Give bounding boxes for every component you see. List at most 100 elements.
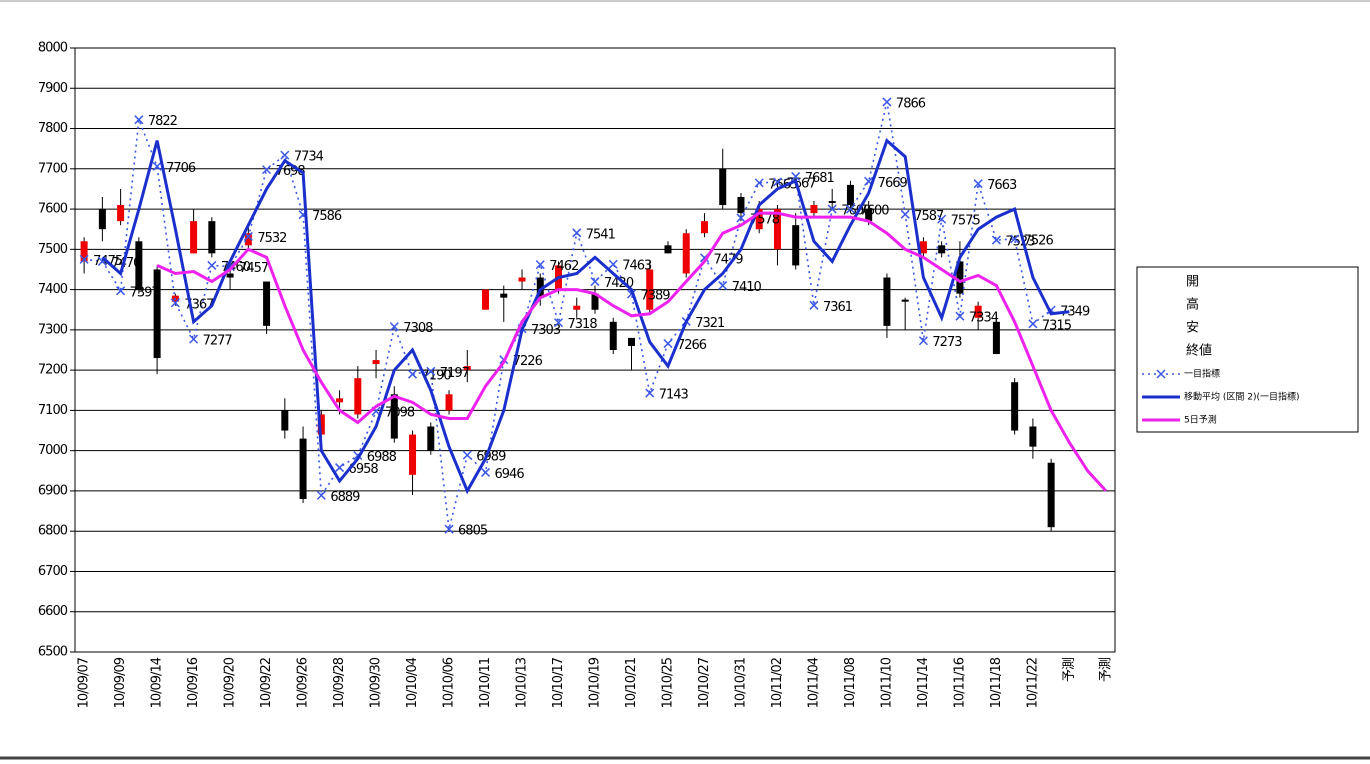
candle-body	[938, 245, 946, 254]
candle-body	[828, 201, 836, 204]
candle-body	[956, 261, 964, 294]
x-tick-label: 10/11/14	[916, 657, 931, 708]
data-label: 7303	[531, 323, 561, 338]
data-label: 7706	[166, 161, 196, 176]
x-tick-label: 10/10/31	[733, 657, 748, 708]
data-label: 7226	[513, 354, 543, 369]
x-marker	[408, 369, 418, 379]
legend-marker	[1156, 369, 1166, 379]
series-line	[101, 137, 1070, 495]
x-tick-label: 10/10/04	[405, 657, 420, 708]
x-marker	[772, 177, 782, 187]
candle-body	[627, 337, 635, 346]
candle-body	[573, 305, 581, 310]
x-marker	[718, 281, 728, 291]
x-marker	[152, 161, 162, 171]
x-marker	[937, 214, 947, 224]
candle-body	[208, 221, 216, 254]
y-tick-label: 7100	[38, 403, 68, 418]
x-marker	[335, 463, 345, 473]
x-tick-label: 10/10/17	[551, 657, 566, 708]
candle-body	[974, 305, 982, 318]
x-tick-label: 10/11/02	[770, 658, 785, 708]
candle-body	[98, 209, 106, 230]
x-marker	[189, 334, 199, 344]
x-tick-label: 10/10/13	[515, 657, 530, 708]
x-marker	[973, 179, 983, 189]
x-marker	[170, 298, 180, 308]
candle-body	[226, 273, 234, 278]
x-tick-label: 10/11/18	[989, 657, 1004, 708]
data-label: 7681	[805, 171, 835, 186]
candle-body	[865, 209, 873, 222]
data-label: 7457	[239, 261, 269, 276]
x-marker	[79, 254, 89, 264]
candle-body	[427, 426, 435, 451]
data-label: 7575	[951, 214, 981, 229]
candle-body	[317, 414, 325, 435]
data-label: 7277	[203, 334, 233, 349]
candle-body	[609, 321, 617, 350]
candle-body	[518, 277, 526, 282]
candle-body	[919, 241, 927, 254]
candle-body	[700, 221, 708, 234]
x-marker	[262, 165, 272, 175]
data-label: 7143	[659, 388, 689, 403]
x-tick-label: 10/11/08	[843, 657, 858, 708]
candle-body	[244, 233, 252, 246]
data-label: 7389	[640, 289, 670, 304]
data-label: 7361	[823, 300, 853, 315]
series-line	[84, 101, 1052, 530]
x-tick-label: 10/09/16	[186, 657, 201, 708]
candle-body	[500, 293, 508, 298]
x-marker	[462, 450, 472, 460]
data-label: 7578	[750, 212, 780, 227]
legend-label: 一目指標	[1184, 368, 1220, 380]
candle-body	[153, 269, 161, 359]
series-line	[156, 211, 1108, 492]
data-label: 6989	[476, 450, 506, 465]
y-tick-label: 6800	[38, 524, 68, 539]
x-marker	[389, 322, 399, 332]
data-label: 6946	[495, 467, 525, 482]
candle-body	[792, 225, 800, 266]
candle-body	[445, 394, 453, 411]
data-label: 7532	[257, 231, 286, 246]
legend-label: 5日予測	[1184, 414, 1217, 426]
data-label: 7463	[622, 259, 652, 274]
x-marker	[280, 150, 290, 160]
y-tick-label: 6600	[38, 604, 68, 619]
x-marker	[444, 524, 454, 534]
y-tick-label: 7800	[38, 121, 68, 136]
legend-label: 終値	[1186, 343, 1212, 359]
x-marker	[827, 204, 837, 214]
candle-body	[755, 209, 763, 230]
data-label: 7526	[1024, 233, 1054, 248]
y-tick-label: 6500	[38, 645, 68, 660]
x-marker	[553, 318, 564, 328]
x-marker	[918, 336, 928, 346]
data-label: 7410	[732, 280, 762, 295]
data-label: 7734	[294, 150, 324, 165]
legend-label: 高	[1186, 297, 1199, 313]
data-label: 7663	[987, 178, 1017, 193]
x-tick-label: 予測	[1062, 658, 1077, 682]
x-tick-label: 10/09/20	[223, 657, 238, 708]
data-label: 6889	[330, 490, 360, 505]
candle-body	[263, 281, 271, 326]
candle-body	[390, 394, 398, 439]
x-tick-label: 10/10/25	[660, 657, 675, 708]
x-marker	[955, 311, 965, 321]
plot-area	[74, 47, 1116, 653]
candle-body	[773, 209, 781, 250]
x-tick-label: 10/11/10	[879, 657, 894, 708]
candle-body	[299, 438, 307, 499]
x-tick-label: 10/09/22	[259, 658, 274, 708]
candle-body	[1047, 462, 1055, 528]
candle-body	[482, 289, 490, 310]
data-label: 7266	[677, 338, 707, 353]
x-tick-label: 10/09/14	[150, 657, 165, 708]
y-tick-label: 7700	[38, 161, 68, 176]
x-marker	[663, 339, 673, 349]
candle-body	[1011, 382, 1019, 431]
